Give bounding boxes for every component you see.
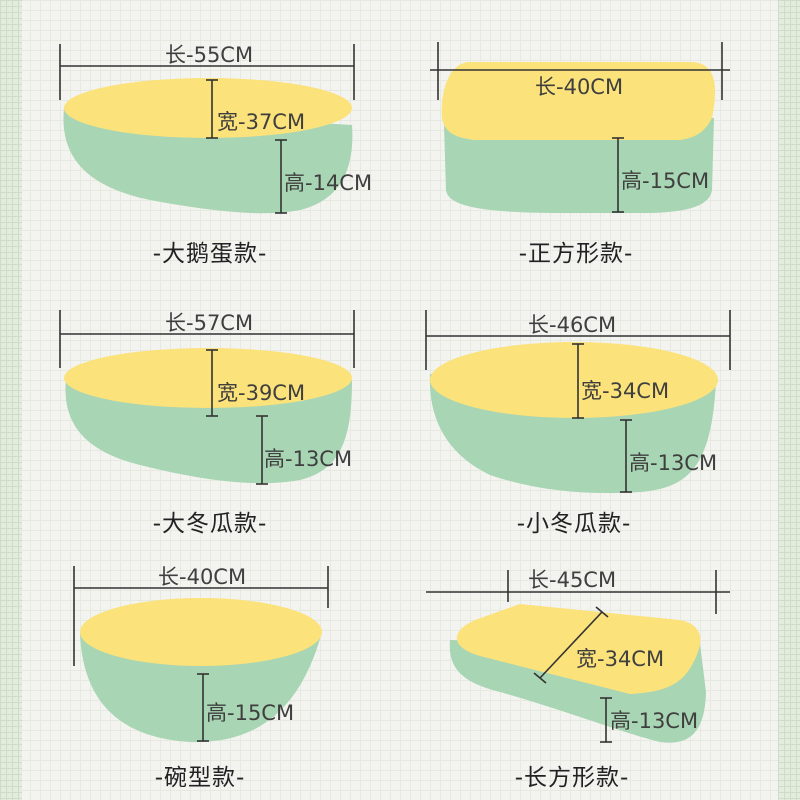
product-name: -大鹅蛋款- — [152, 241, 268, 267]
cushion-top — [456, 604, 701, 694]
product-cell-large-wax-gourd: 长-57CM 宽-39CM 高-13CM -大冬瓜款- — [0, 270, 400, 538]
height-label: 高-13CM — [264, 447, 352, 471]
small-wax-gourd-cushion-illustration: 长-46CM 宽-34CM 高-13CM — [425, 310, 731, 494]
product-name: -长方形款- — [514, 765, 630, 791]
width-label: 宽-34CM — [576, 647, 664, 671]
length-label: 长-46CM — [528, 313, 616, 337]
cushion-top — [64, 348, 352, 408]
length-label: 长-40CM — [158, 565, 246, 589]
height-label: 高-14CM — [284, 171, 372, 195]
height-label: 高-13CM — [610, 709, 698, 733]
length-label: 长-55CM — [165, 43, 253, 67]
cushion-side — [65, 378, 352, 484]
left-border-strip — [0, 0, 22, 800]
width-dimension-line — [539, 611, 603, 679]
height-label: 高-15CM — [621, 169, 709, 193]
width-label: 宽-34CM — [581, 379, 669, 403]
cushion-top — [430, 342, 718, 418]
product-cell-square: 长-40CM 高-15CM -正方形款- — [400, 0, 800, 268]
height-label: 高-13CM — [629, 451, 717, 475]
product-cell-small-wax-gourd: 长-46CM 宽-34CM 高-13CM -小冬瓜款- — [400, 270, 800, 538]
length-label: 长-45CM — [528, 568, 616, 592]
cushion-top — [64, 78, 352, 138]
product-cell-large-goose-egg: 长-55CM 宽-37CM 高-14CM -大鹅蛋款- — [0, 0, 400, 268]
bowl-cushion-illustration: 长-40CM 高-15CM — [73, 565, 329, 743]
product-name: -碗型款- — [154, 765, 246, 791]
height-label: 高-15CM — [206, 701, 294, 725]
rectangle-cushion-illustration: 长-45CM 宽-34CM 高-13CM — [426, 568, 730, 743]
width-tick-bottom — [533, 672, 547, 684]
cushion-side — [444, 118, 714, 213]
product-name: -正方形款- — [518, 241, 634, 267]
cushion-top — [80, 598, 322, 666]
width-label: 宽-37CM — [217, 110, 305, 134]
square-cushion-illustration: 长-40CM 高-15CM — [430, 42, 730, 213]
cushion-top — [441, 62, 716, 140]
product-name: -大冬瓜款- — [152, 511, 268, 537]
large-wax-gourd-cushion-illustration: 长-57CM 宽-39CM 高-13CM — [59, 310, 355, 485]
large-goose-egg-cushion-illustration: 长-55CM 宽-37CM 高-14CM — [59, 43, 372, 214]
length-label: 长-57CM — [165, 311, 253, 335]
width-label: 宽-39CM — [217, 381, 305, 405]
length-label: 长-40CM — [535, 75, 623, 99]
product-name: -小冬瓜款- — [516, 511, 632, 537]
right-border-strip — [778, 0, 800, 800]
width-tick-top — [595, 606, 609, 618]
product-cell-bowl: 长-40CM 高-15CM -碗型款- — [0, 532, 400, 800]
product-cell-rectangle: 长-45CM 宽-34CM 高-13CM -长方形款- — [400, 532, 800, 800]
cushion-side — [63, 108, 353, 214]
